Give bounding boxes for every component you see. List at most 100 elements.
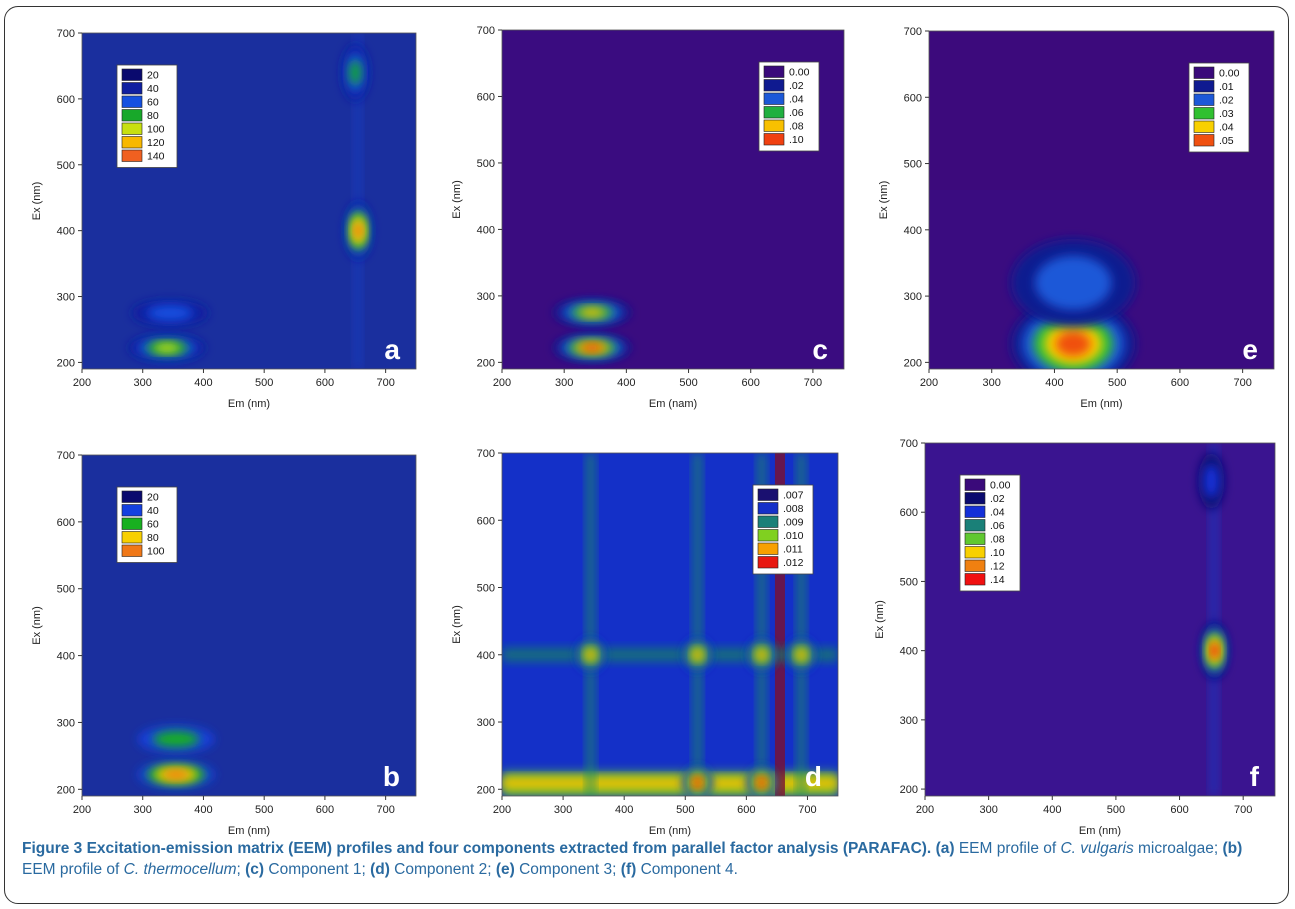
x-tick-label: 600 [742,377,760,389]
panel-letter: c [812,334,828,365]
legend-label: .010 [783,530,804,542]
caption-part: Component 1; [264,861,371,878]
x-tick-label: 300 [555,377,573,389]
y-tick-label: 300 [57,292,75,304]
x-tick-label: 300 [554,804,572,816]
x-tick-label: 400 [194,804,212,816]
caption-part: C. thermocellum [123,861,237,878]
legend-label: 60 [147,519,159,531]
heatmap-peak [581,344,604,352]
legend-swatch [121,149,143,162]
heatmap-peak [692,649,703,661]
legend-label: .05 [1219,135,1234,147]
legend-swatch [121,544,143,557]
caption-part: (e) [495,861,515,878]
caption-part: (b) [1222,840,1243,857]
y-tick-label: 200 [477,357,495,369]
x-tick-label: 700 [1233,377,1251,389]
heatmap-peak [757,777,766,788]
panel-letter: b [383,761,400,792]
legend-label: .10 [990,547,1005,559]
x-tick-label: 400 [194,377,212,389]
x-tick-label: 700 [376,377,394,389]
legend-label: .008 [783,503,804,515]
legend-label: 60 [147,97,159,109]
y-tick-label: 400 [57,226,75,238]
heatmap-peak [1203,463,1220,499]
y-tick-label: 600 [57,517,75,529]
legend-swatch [1193,93,1215,106]
x-tick-label: 400 [1045,377,1063,389]
y-tick-label: 400 [57,651,75,663]
legend-swatch [757,515,779,528]
legend-label: 100 [147,546,165,558]
y-tick-label: 700 [904,26,922,38]
legend-label: .009 [783,517,804,529]
x-tick-label: 300 [979,804,997,816]
legend-label: 20 [147,492,159,504]
legend-label: 0.00 [789,67,810,79]
x-tick-label: 700 [804,377,822,389]
caption-title: Figure 3 Excitation-emission matrix (EEM… [22,840,932,857]
legend-label: 40 [147,505,159,517]
legend-label: 40 [147,83,159,95]
legend-swatch [763,119,785,132]
legend-label: .007 [783,490,804,502]
caption-part: C. vulgaris [1060,840,1134,857]
legend-label: .011 [783,544,803,556]
legend-swatch [121,531,143,544]
plot-frame [928,30,1275,370]
legend-label: .02 [1219,95,1234,107]
caption-part: ; [236,861,246,878]
y-tick-label: 600 [900,507,918,519]
legend-swatch [121,68,143,81]
x-tick-label: 400 [1043,804,1061,816]
y-tick-label: 700 [900,438,918,450]
y-tick-label: 400 [904,225,922,237]
x-tick-label: 200 [73,377,91,389]
heatmap-peak [152,731,200,748]
legend-label: .012 [783,557,804,569]
legend-swatch [757,488,779,501]
y-tick-label: 500 [477,583,495,595]
caption-part: EEM profile of [954,840,1061,857]
x-axis-label: Em (nm) [228,825,270,837]
y-tick-label: 600 [477,515,495,527]
y-tick-label: 700 [57,28,75,40]
caption-part: (c) [245,861,265,878]
legend-swatch [1193,120,1215,133]
heatmap-peak [1211,644,1218,657]
legend-label: .12 [990,561,1005,573]
x-tick-label: 600 [1171,377,1189,389]
caption-text: (a) EEM profile of C. vulgaris microalga… [22,840,1242,878]
legend-label: .03 [1219,108,1234,120]
y-tick-label: 200 [900,784,918,796]
x-tick-label: 600 [1170,804,1188,816]
legend-swatch [763,133,785,146]
x-tick-label: 200 [920,377,938,389]
y-tick-label: 200 [57,357,75,369]
x-tick-label: 300 [983,377,1001,389]
legend-swatch [1193,134,1215,147]
legend-swatch [964,505,986,518]
heatmap-peak [146,305,194,321]
legend-label: 120 [147,137,165,149]
caption-part: (d) [370,861,390,878]
legend-label: .04 [990,507,1005,519]
x-axis-label: Em (nm) [1079,825,1121,837]
legend-label: 80 [147,532,159,544]
legend-swatch [121,517,143,530]
plot-frame [924,442,1276,797]
x-tick-label: 200 [916,804,934,816]
panel-letter: e [1242,334,1258,365]
legend-swatch [121,109,143,122]
heatmap-peak [578,307,606,318]
y-tick-label: 500 [57,160,75,172]
heatmap-peak [1035,255,1112,310]
legend-swatch [121,504,143,517]
legend-swatch [121,490,143,503]
y-tick-label: 500 [57,584,75,596]
